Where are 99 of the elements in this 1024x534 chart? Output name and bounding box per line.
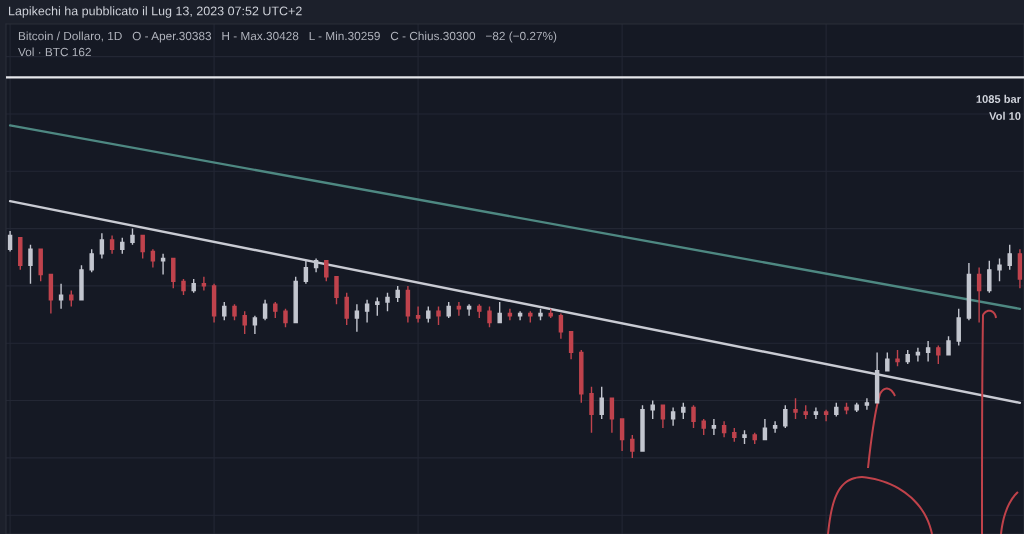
candlestick (354, 303, 360, 333)
candlestick (936, 344, 941, 365)
candlestick (630, 434, 635, 459)
candlestick (283, 308, 288, 328)
candlestick (538, 308, 543, 322)
candlestick (609, 397, 615, 434)
candlestick (171, 257, 176, 289)
candlestick (79, 264, 84, 301)
candlestick (293, 276, 298, 324)
candlestick (242, 310, 247, 335)
candlestick (925, 340, 931, 363)
candlestick (150, 248, 156, 269)
candlestick (956, 308, 961, 347)
candlestick (976, 266, 982, 324)
candlestick (864, 397, 870, 411)
candlestick (58, 282, 64, 310)
candlestick (619, 418, 625, 452)
candlestick (385, 292, 390, 312)
candlestick (232, 303, 237, 322)
chart-subtitle: Bitcoin / Dollaro, 1D O - Aper.30383 H - Max.30428 L - Min.30259 C - Chius.30300 −82 (−0.27%) (18, 31, 557, 43)
candlestick (732, 427, 737, 443)
candlestick (477, 303, 482, 319)
candlestick (252, 315, 258, 335)
candlestick (681, 402, 686, 420)
candlestick (395, 285, 400, 303)
candlestick (803, 404, 808, 420)
candlestick (222, 301, 227, 322)
candlestick (507, 308, 513, 322)
candlestick (517, 310, 523, 322)
candlestick (691, 404, 696, 429)
candlestick (344, 292, 349, 326)
chart-title: Lapikechi ha pubblicato il Lug 13, 2023 07:52 UTC+2 (9, 6, 302, 18)
candlestick (303, 260, 309, 285)
candlestick (793, 397, 798, 420)
candlestick (38, 248, 43, 283)
candlestick (823, 409, 829, 422)
candlestick (375, 296, 380, 317)
text: Vol 10 (989, 111, 1021, 120)
candlestick (813, 406, 819, 420)
candlestick (721, 420, 727, 438)
candlestick (487, 305, 492, 328)
candlestick (7, 230, 13, 253)
candlestick (313, 257, 319, 273)
candlestick (752, 431, 757, 445)
candlestick (415, 305, 421, 324)
candlestick (650, 399, 655, 420)
candlestick (48, 273, 54, 315)
candlestick (436, 305, 441, 326)
candlestick (589, 386, 594, 434)
text: Vol · BTC 162 (18, 47, 91, 57)
candlestick (905, 349, 910, 365)
candlestick (660, 404, 666, 429)
candlestick (599, 386, 604, 420)
candlestick (273, 301, 278, 319)
text: 1085 bar (976, 94, 1021, 103)
candlestick (701, 418, 706, 436)
candlestick (762, 418, 768, 441)
candlestick (28, 243, 33, 285)
candlestick (772, 420, 778, 434)
candlestick (456, 301, 462, 317)
candlestick (528, 310, 533, 324)
candlestick (1017, 248, 1023, 289)
candlestick (854, 402, 859, 413)
candlestick (497, 301, 502, 324)
candlestick (446, 301, 451, 319)
candlestick (191, 278, 196, 294)
candlestick (160, 253, 166, 276)
candlestick (120, 237, 125, 255)
candlestick (558, 312, 564, 340)
candlestick (69, 289, 74, 308)
candlestick (181, 278, 186, 296)
candlestick (364, 298, 370, 324)
candlestick (579, 349, 584, 404)
candlestick (946, 335, 951, 356)
candlestick (742, 429, 747, 445)
candlestick (466, 303, 472, 317)
candlestick (885, 351, 890, 372)
candlestick (1007, 243, 1012, 271)
candlestick (99, 232, 105, 260)
candlestick (334, 276, 339, 305)
candlestick (895, 349, 900, 367)
candlestick (783, 404, 788, 429)
candlestick (140, 234, 145, 260)
candlestick (640, 404, 645, 452)
candlestick (18, 237, 23, 271)
candlestick (987, 260, 992, 294)
candlestick (89, 248, 94, 273)
candlestick (130, 227, 135, 246)
candlestick (834, 402, 839, 418)
candlestick (426, 305, 431, 324)
candlestick (548, 308, 553, 319)
candlestick (997, 257, 1002, 283)
candlestick (201, 276, 207, 292)
candlestick (324, 260, 329, 283)
candlestick (844, 402, 849, 416)
candlestick (109, 234, 115, 255)
candlestick (670, 406, 676, 427)
candlestick (711, 418, 717, 436)
candlestick (915, 347, 921, 363)
